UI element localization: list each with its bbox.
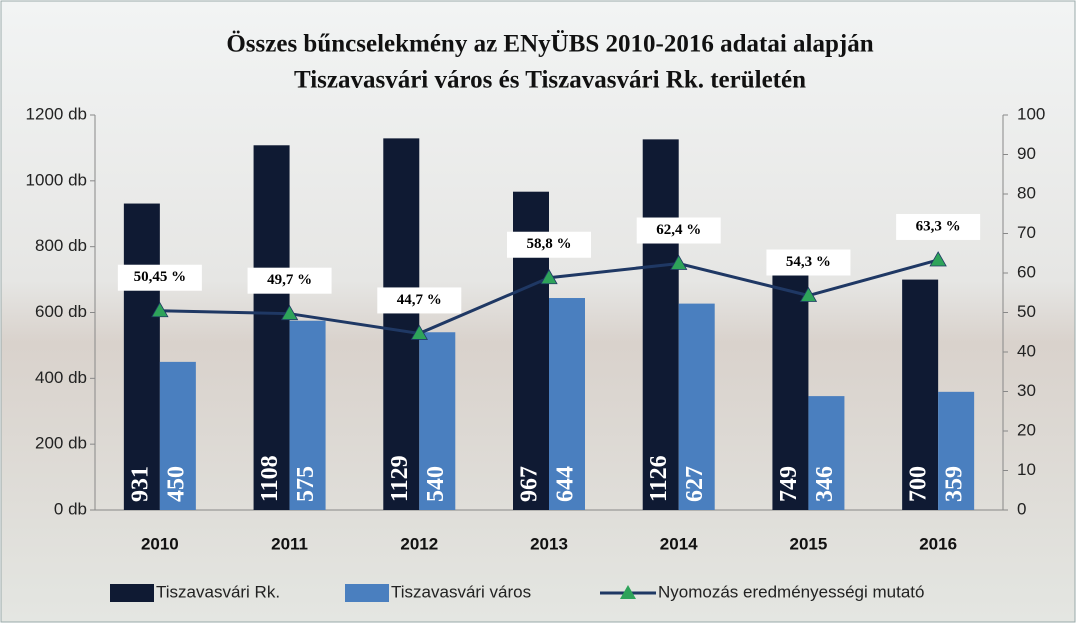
bar-value-label: 749 bbox=[776, 466, 802, 502]
bar-value-label: 627 bbox=[682, 466, 708, 502]
y2-tick-label: 70 bbox=[1017, 223, 1036, 242]
legend-label: Tiszavasvári Rk. bbox=[156, 582, 280, 601]
bar-value-label: 359 bbox=[942, 466, 968, 502]
x-tick-label: 2013 bbox=[530, 534, 568, 553]
legend-label: Tiszavasvári város bbox=[391, 582, 531, 601]
bar-value-label: 575 bbox=[293, 466, 319, 502]
bar-value-label: 644 bbox=[553, 466, 579, 502]
x-tick-label: 2015 bbox=[790, 534, 828, 553]
x-tick-label: 2012 bbox=[400, 534, 438, 553]
y2-tick-label: 10 bbox=[1017, 460, 1036, 479]
bar bbox=[254, 145, 290, 510]
bar-value-label: 931 bbox=[127, 466, 153, 502]
point-label: 58,8 % bbox=[527, 236, 572, 252]
bar-value-label: 967 bbox=[517, 466, 543, 502]
point-label: 50,45 % bbox=[134, 269, 187, 285]
y2-tick-label: 0 bbox=[1017, 499, 1026, 518]
y2-tick-label: 80 bbox=[1017, 183, 1036, 202]
bar bbox=[124, 204, 160, 510]
chart-title: Összes bűncselekmény az ENyÜBS 2010-2016… bbox=[226, 31, 873, 58]
legend-swatch bbox=[345, 584, 389, 602]
bar-value-label: 450 bbox=[163, 466, 189, 502]
y2-tick-label: 20 bbox=[1017, 420, 1036, 439]
bar-value-label: 1129 bbox=[387, 455, 413, 502]
point-label: 62,4 % bbox=[656, 222, 701, 238]
y-tick-label: 600 db bbox=[35, 302, 87, 321]
y2-tick-label: 50 bbox=[1017, 302, 1036, 321]
y2-tick-label: 100 bbox=[1017, 104, 1045, 123]
x-tick-label: 2011 bbox=[271, 534, 308, 553]
point-label: 44,7 % bbox=[397, 292, 442, 308]
chart-subtitle: Tiszavasvári város és Tiszavasvári Rk. t… bbox=[294, 67, 806, 94]
point-label: 49,7 % bbox=[267, 272, 312, 288]
bar bbox=[643, 139, 679, 510]
y-tick-label: 0 db bbox=[54, 499, 87, 518]
point-label: 54,3 % bbox=[786, 254, 831, 270]
y2-tick-label: 90 bbox=[1017, 144, 1036, 163]
y-tick-label: 200 db bbox=[35, 434, 87, 453]
bar-value-label: 1108 bbox=[257, 455, 283, 502]
y2-tick-label: 30 bbox=[1017, 381, 1036, 400]
bar bbox=[383, 138, 419, 510]
point-label: 63,3 % bbox=[916, 218, 961, 234]
y-tick-label: 800 db bbox=[35, 236, 87, 255]
bar-value-label: 540 bbox=[423, 466, 449, 502]
y2-tick-label: 60 bbox=[1017, 262, 1036, 281]
chart: Összes bűncselekmény az ENyÜBS 2010-2016… bbox=[0, 0, 1076, 623]
x-tick-label: 2010 bbox=[141, 534, 179, 553]
legend-label: Nyomozás eredményességi mutató bbox=[658, 582, 924, 601]
y-tick-label: 400 db bbox=[35, 368, 87, 387]
bar-value-label: 346 bbox=[812, 466, 838, 502]
x-tick-label: 2016 bbox=[919, 534, 957, 553]
legend-swatch bbox=[110, 584, 154, 602]
x-tick-label: 2014 bbox=[660, 534, 698, 553]
y-tick-label: 1200 db bbox=[26, 104, 87, 123]
y2-tick-label: 40 bbox=[1017, 341, 1036, 360]
bar-value-label: 700 bbox=[906, 466, 932, 502]
bar-value-label: 1126 bbox=[646, 455, 672, 502]
y-tick-label: 1000 db bbox=[26, 170, 87, 189]
